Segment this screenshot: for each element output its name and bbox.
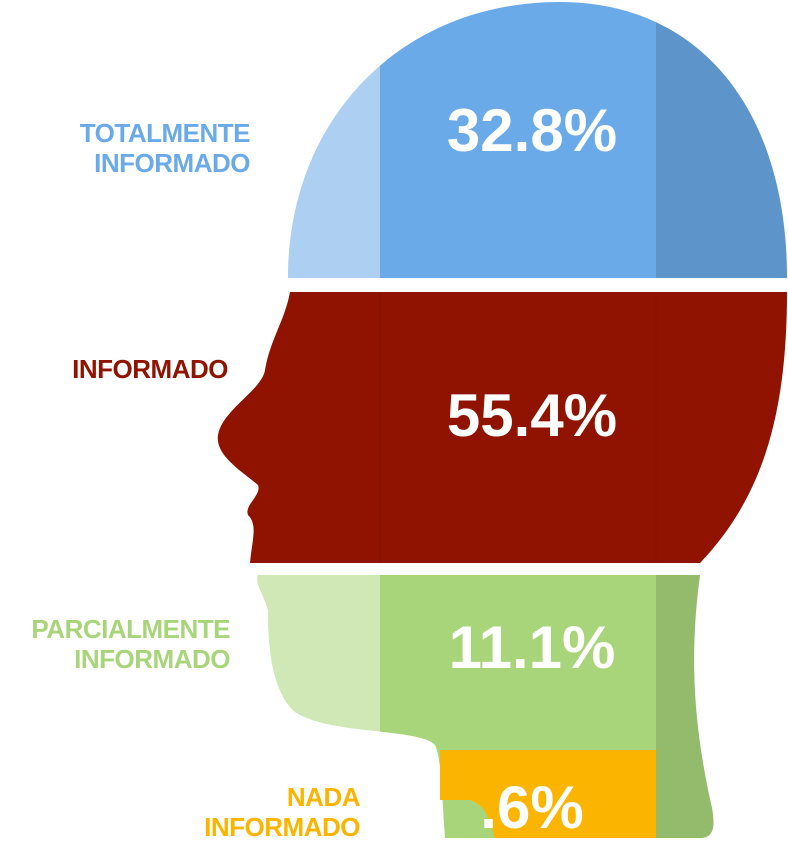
band: [288, 2, 787, 278]
value-label: 11.1%: [449, 614, 616, 681]
band: [440, 750, 656, 838]
band-dividers: [379, 292, 657, 563]
category-label: NADA INFORMADO: [204, 782, 360, 842]
category-label: INFORMADO: [72, 354, 228, 384]
value-label: 55.4%: [447, 382, 617, 449]
value-label: .6%: [480, 774, 583, 841]
category-label: PARCIALMENTE INFORMADO: [31, 614, 230, 674]
band: [217, 292, 787, 563]
value-label: 32.8%: [447, 97, 617, 164]
category-label: TOTALMENTE INFORMADO: [79, 118, 251, 178]
